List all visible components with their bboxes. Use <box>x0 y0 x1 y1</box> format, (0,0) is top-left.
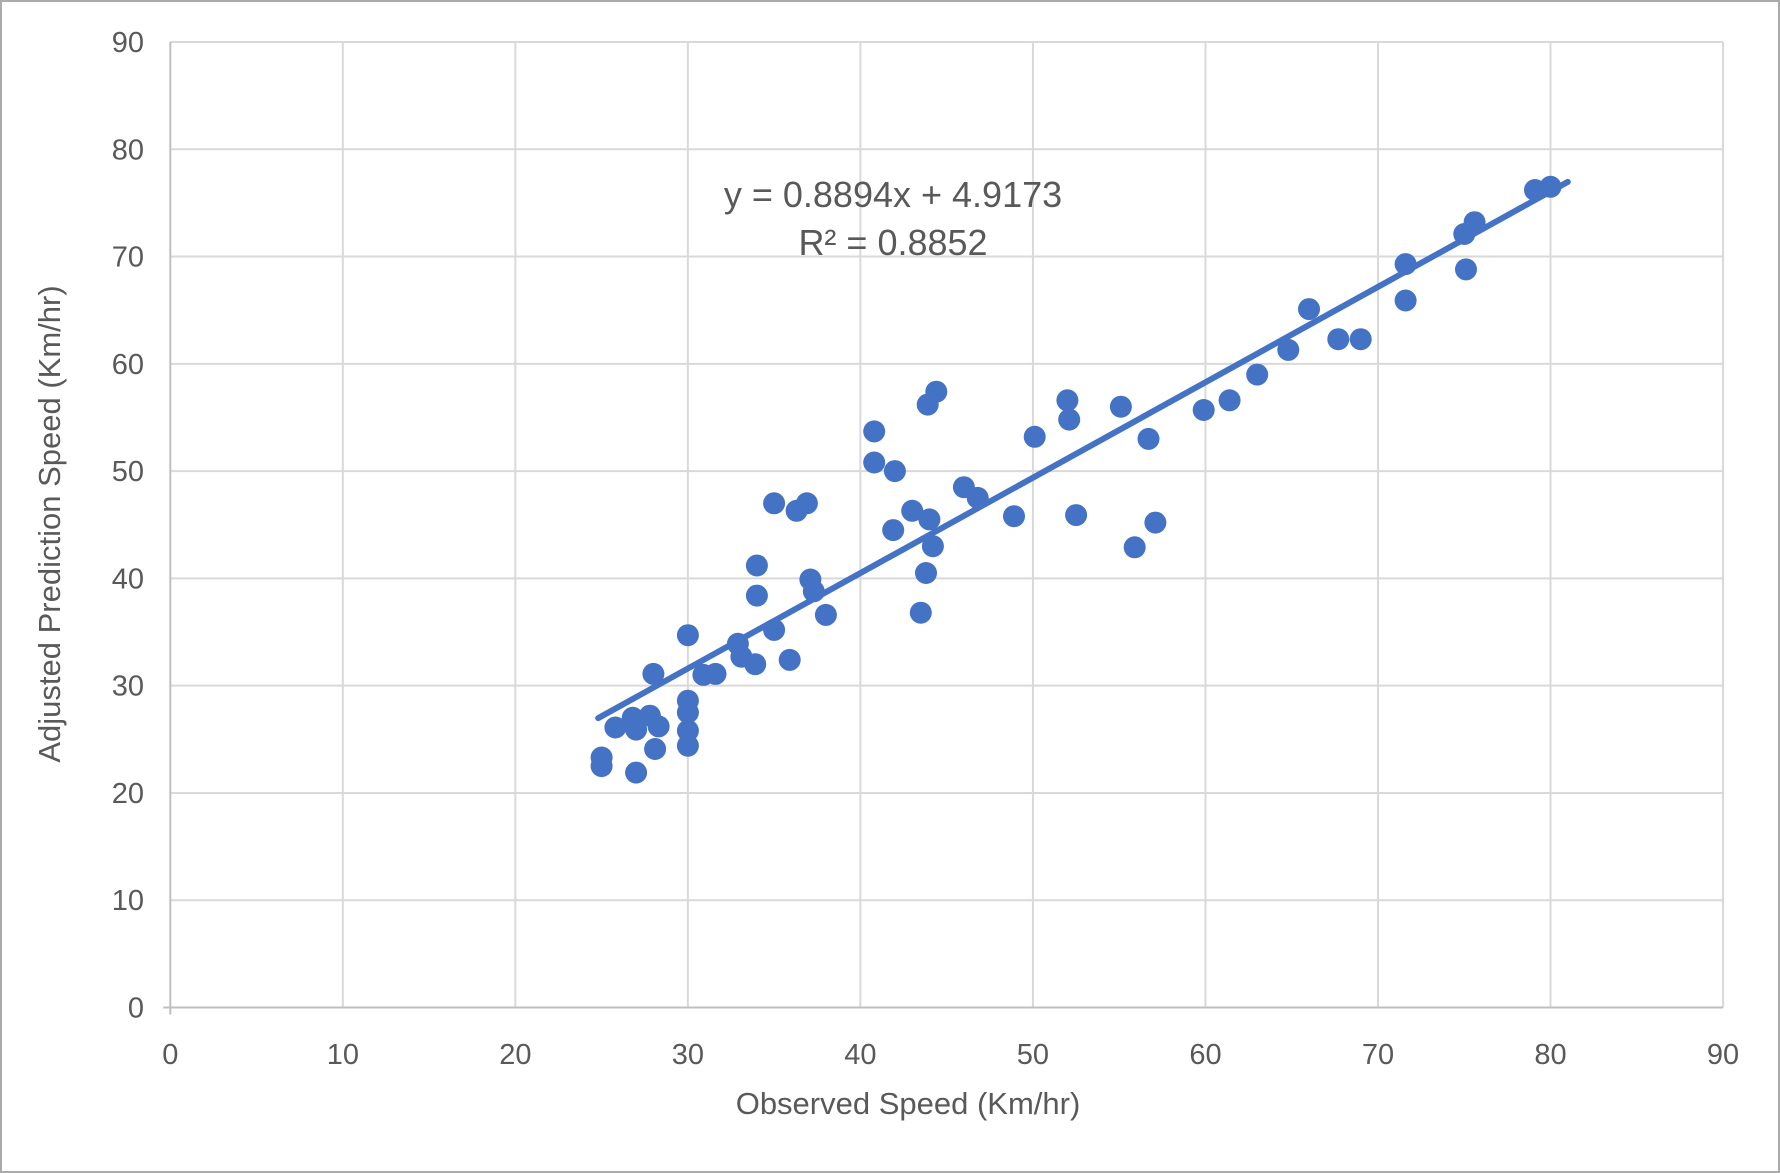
data-point <box>925 380 948 403</box>
data-point <box>918 508 941 531</box>
gridlines <box>170 40 1725 1008</box>
data-point <box>647 715 670 738</box>
trendline-equation-label: y = 0.8894x + 4.9173 <box>724 174 1062 215</box>
data-point <box>863 451 886 474</box>
y-tick-label: 70 <box>112 242 144 274</box>
data-point <box>778 648 801 671</box>
data-point <box>1123 536 1146 559</box>
y-tick-label: 20 <box>112 778 144 810</box>
data-point <box>1056 389 1079 412</box>
data-point <box>642 662 665 685</box>
data-point <box>1192 399 1215 421</box>
data-point <box>744 653 767 676</box>
data-point <box>676 734 699 757</box>
data-point <box>1003 505 1025 528</box>
data-point <box>1144 511 1167 534</box>
x-tick-label: 10 <box>327 1039 359 1071</box>
data-point <box>644 738 667 760</box>
data-point <box>1246 363 1269 386</box>
data-point <box>814 603 837 626</box>
y-tick-label: 50 <box>112 456 144 488</box>
y-tick-label: 80 <box>112 134 144 166</box>
data-point <box>1109 395 1132 418</box>
data-point <box>1137 427 1160 450</box>
data-point <box>625 718 648 741</box>
data-point <box>915 562 937 584</box>
x-tick-label: 80 <box>1534 1039 1566 1071</box>
data-point <box>1218 389 1241 412</box>
trendline-r-squared-label: R² = 0.8852 <box>798 222 987 263</box>
y-axis-tick-labels: 0 10 20 30 40 50 60 70 80 90 <box>112 27 144 1025</box>
data-point <box>883 460 906 483</box>
data-point <box>921 535 944 558</box>
data-point <box>882 519 905 542</box>
data-point <box>901 499 924 522</box>
data-point <box>1349 328 1372 351</box>
y-tick-label: 30 <box>112 671 144 703</box>
data-point <box>676 701 699 724</box>
data-point <box>795 492 818 515</box>
trendline <box>595 178 1571 722</box>
x-tick-label: 50 <box>1017 1039 1049 1071</box>
y-tick-label: 90 <box>112 27 144 59</box>
data-point <box>1058 408 1081 431</box>
x-tick-label: 90 <box>1707 1039 1739 1071</box>
data-point <box>1327 328 1350 351</box>
data-point <box>745 584 768 607</box>
y-axis-title: Adjusted Prediction Speed (Km/hr) <box>32 285 67 762</box>
data-point <box>863 420 886 443</box>
x-tick-label: 70 <box>1362 1039 1394 1071</box>
x-tick-label: 20 <box>499 1039 531 1071</box>
data-point <box>676 624 699 647</box>
data-point <box>1065 504 1088 527</box>
x-axis-title: Observed Speed (Km/hr) <box>736 1086 1081 1121</box>
y-tick-label: 40 <box>112 563 144 595</box>
y-tick-label: 0 <box>128 993 144 1025</box>
data-point <box>763 492 786 515</box>
data-point <box>625 761 648 784</box>
data-point <box>1277 338 1300 361</box>
data-points-series <box>590 175 1562 784</box>
y-tick-label: 60 <box>112 349 144 381</box>
data-point <box>1298 298 1320 321</box>
x-tick-label: 40 <box>844 1039 876 1071</box>
data-point <box>1455 258 1477 281</box>
data-point <box>604 716 627 739</box>
y-tick-label: 10 <box>112 885 144 917</box>
data-point <box>1023 425 1046 448</box>
data-point <box>590 755 613 778</box>
x-tick-label: 30 <box>672 1039 704 1071</box>
x-tick-label: 0 <box>162 1039 178 1071</box>
data-point <box>1394 289 1417 312</box>
data-point <box>909 601 932 624</box>
data-point <box>704 662 727 685</box>
data-point <box>745 554 768 577</box>
x-axis-tick-labels: 0 10 20 30 40 50 60 70 80 90 <box>162 1039 1739 1071</box>
axis-lines <box>163 41 1724 1015</box>
x-tick-label: 60 <box>1189 1039 1221 1071</box>
